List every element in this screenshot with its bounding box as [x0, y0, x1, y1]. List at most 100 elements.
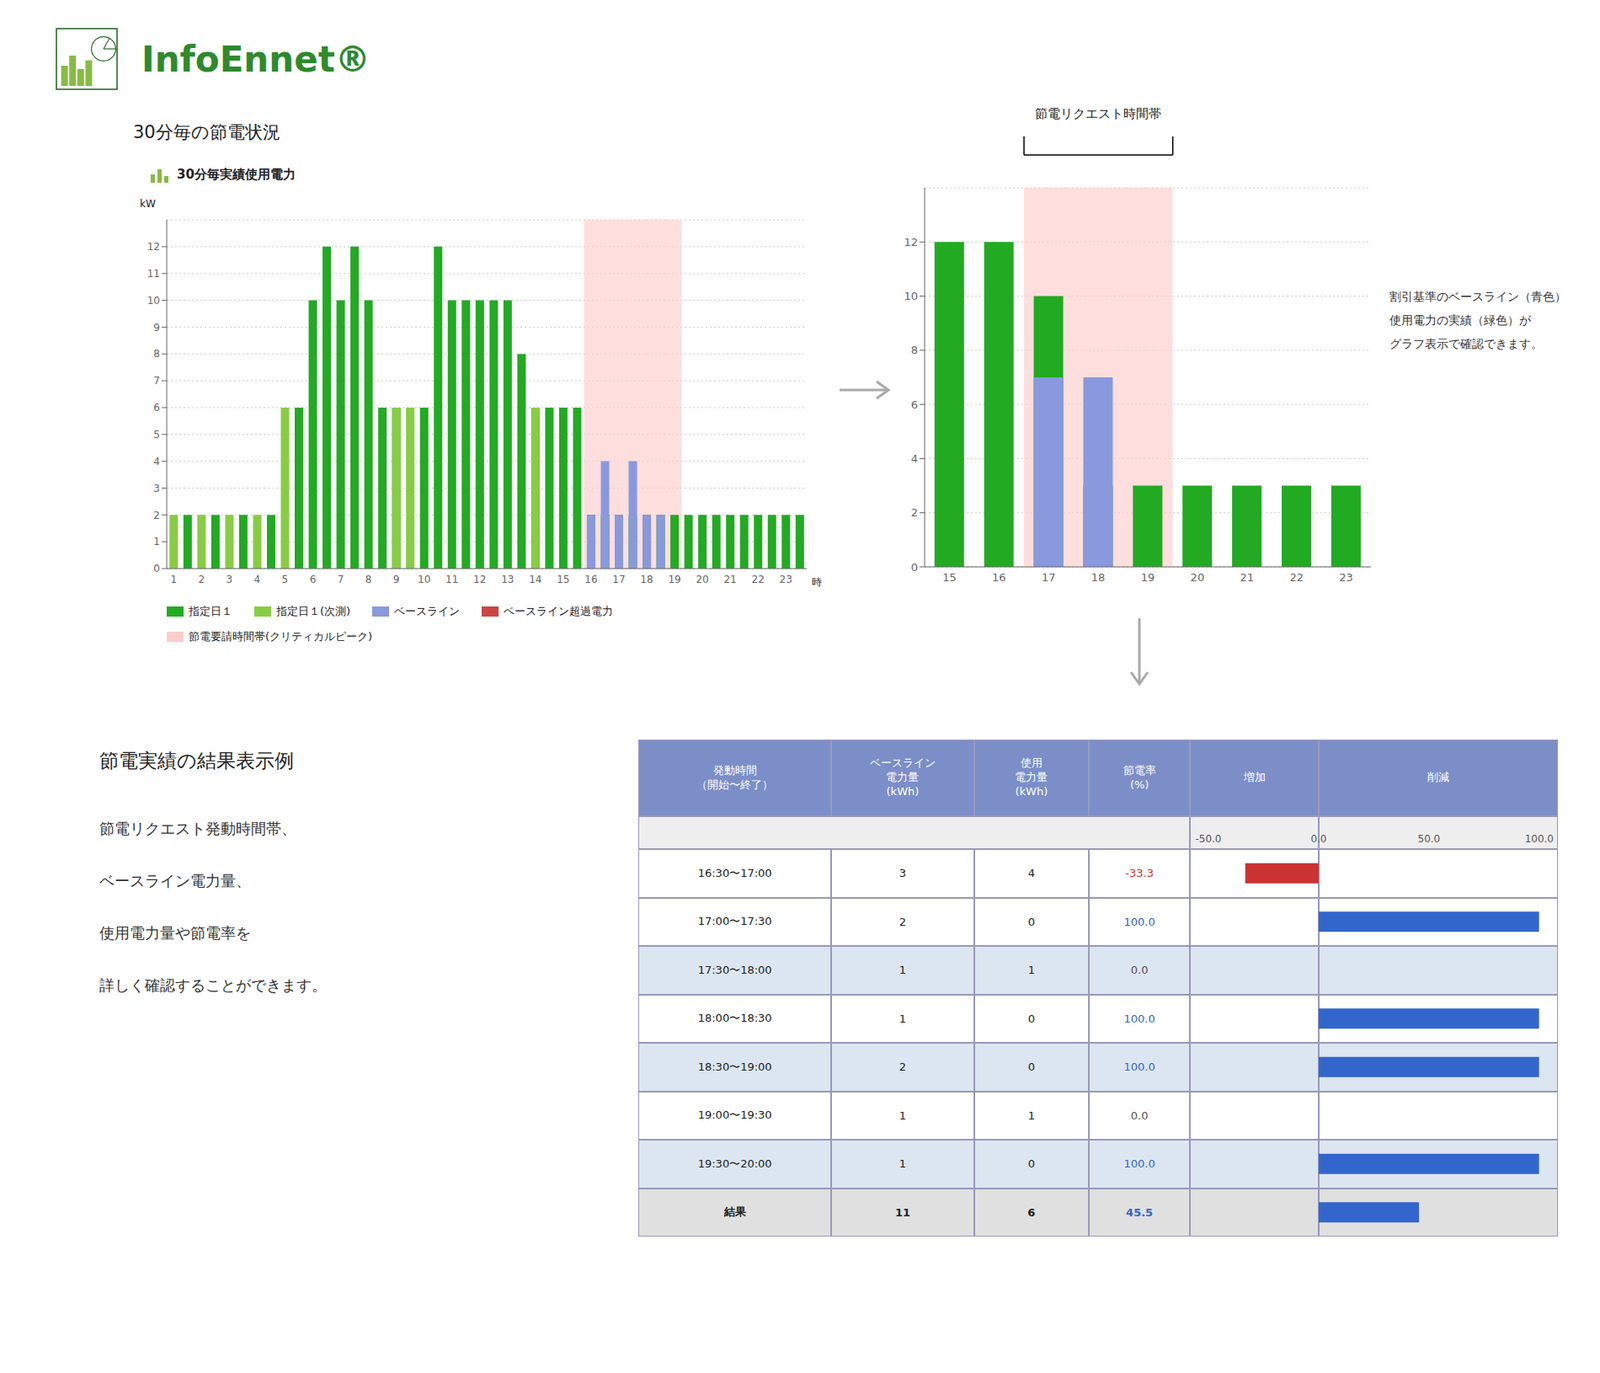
svg-text:2: 2	[197, 573, 205, 586]
svg-text:15: 15	[556, 573, 570, 586]
svg-text:12: 12	[473, 573, 486, 586]
html-text:節電率 (%): 節電率 (%)	[1123, 763, 1156, 791]
svg-text:1: 1	[170, 573, 177, 586]
svg-text:7: 7	[153, 374, 160, 387]
svg-text:21: 21	[1240, 570, 1255, 584]
svg-text:16: 16	[584, 573, 598, 586]
html-text:結果: 結果	[723, 1205, 746, 1218]
html-text:削減: 削減	[1427, 770, 1450, 784]
svg-text:7: 7	[337, 573, 345, 586]
html-text:InfoEnnet®: InfoEnnet®	[141, 38, 371, 80]
svg-text:11: 11	[147, 267, 160, 280]
svg-text:50.0: 50.0	[1418, 832, 1441, 845]
svg-text:4: 4	[153, 455, 160, 468]
svg-text:22: 22	[1289, 570, 1304, 584]
html-text:19:00〜19:30: 19:00〜19:30	[697, 1108, 772, 1122]
html-text:ベースライン超過電力: ベースライン超過電力	[503, 604, 614, 618]
html-text:ベースライン: ベースライン	[394, 604, 460, 618]
svg-text:10: 10	[417, 573, 431, 586]
svg-text:1: 1	[153, 535, 160, 548]
svg-text:17: 17	[612, 573, 625, 586]
svg-text:6: 6	[309, 573, 317, 586]
html-text:指定日１: 指定日１	[188, 604, 233, 618]
svg-text:0: 0	[153, 562, 160, 575]
svg-text:4: 4	[911, 452, 918, 465]
svg-text:12: 12	[147, 240, 160, 253]
svg-text:5: 5	[282, 573, 289, 586]
svg-text:18: 18	[640, 573, 653, 586]
html-text:100.0: 100.0	[1123, 1060, 1156, 1074]
svg-text:17: 17	[1041, 570, 1056, 584]
html-text:17:30〜18:00: 17:30〜18:00	[697, 963, 772, 976]
html-text:節電リクエスト時間帯: 節電リクエスト時間帯	[1035, 106, 1162, 122]
html-text:18:00〜18:30: 18:00〜18:30	[697, 1011, 772, 1025]
svg-text:19: 19	[667, 573, 681, 586]
html-text:1: 1	[1027, 963, 1035, 977]
svg-text:10: 10	[903, 289, 918, 303]
svg-text:8: 8	[911, 343, 918, 357]
html-text:増加: 増加	[1243, 770, 1266, 784]
html-text:指定日１(次測): 指定日１(次測)	[276, 604, 351, 618]
svg-text:20: 20	[1190, 570, 1206, 584]
svg-text:23: 23	[1338, 570, 1354, 584]
html-text:時: 時	[811, 576, 822, 588]
svg-text:0.0: 0.0	[1311, 832, 1328, 845]
html-text:4: 4	[1027, 866, 1035, 880]
svg-text:6: 6	[911, 398, 918, 411]
html-text:2: 2	[899, 915, 907, 928]
html-text:節電リクエスト発動時間帯、 ベースライン電力量、 使用電力量: 節電リクエスト発動時間帯、 ベースライン電力量、 使用電力量や節電率を 詳しく確…	[99, 819, 327, 994]
html-text:17:00〜17:30: 17:00〜17:30	[697, 914, 772, 928]
html-text:19:30〜20:00: 19:30〜20:00	[697, 1156, 772, 1170]
html-text:使用 電力量 (kWh): 使用 電力量 (kWh)	[1014, 756, 1048, 798]
svg-text:16: 16	[992, 570, 1007, 584]
svg-text:12: 12	[903, 235, 918, 249]
svg-text:20: 20	[695, 573, 709, 586]
svg-text:21: 21	[723, 573, 736, 586]
svg-text:2: 2	[911, 506, 918, 519]
html-text:1: 1	[899, 963, 907, 977]
html-text:3: 3	[899, 866, 907, 880]
html-text:100.0: 100.0	[1123, 1012, 1156, 1025]
svg-text:18: 18	[1091, 570, 1106, 584]
svg-text:0: 0	[911, 560, 918, 574]
svg-text:11: 11	[445, 573, 459, 586]
svg-text:2: 2	[153, 509, 160, 522]
html-text:発動時間 （開始〜終了）: 発動時間 （開始〜終了）	[696, 763, 774, 791]
svg-text:3: 3	[226, 573, 234, 586]
svg-text:9: 9	[153, 321, 160, 334]
svg-text:13: 13	[501, 573, 514, 586]
svg-text:-50.0: -50.0	[1195, 832, 1222, 845]
html-text:0.0: 0.0	[1130, 963, 1149, 977]
svg-text:9: 9	[393, 573, 400, 586]
html-text:18:30〜19:00: 18:30〜19:00	[697, 1060, 772, 1073]
html-text:-33.3: -33.3	[1125, 866, 1154, 880]
html-text:割引基準のベースライン（青色） 使用電力の実績（緑色）が グ: 割引基準のベースライン（青色） 使用電力の実績（緑色）が グラフ表示で確認できま…	[1389, 289, 1567, 351]
svg-text:3: 3	[153, 482, 160, 495]
html-text:節電実績の結果表示例: 節電実績の結果表示例	[99, 749, 294, 772]
svg-text:8: 8	[365, 573, 373, 586]
svg-text:4: 4	[254, 573, 262, 586]
svg-text:6: 6	[153, 401, 160, 414]
html-text:16:30〜17:00: 16:30〜17:00	[697, 866, 772, 879]
html-text:100.0: 100.0	[1123, 1157, 1156, 1170]
html-text:ベースライン 電力量 (kWh): ベースライン 電力量 (kWh)	[869, 756, 936, 798]
html-text:30分毎実績使用電力: 30分毎実績使用電力	[176, 166, 296, 182]
html-text:kW: kW	[139, 197, 156, 210]
svg-text:8: 8	[153, 347, 160, 360]
svg-text:100.0: 100.0	[1525, 832, 1554, 845]
html-text:11: 11	[895, 1205, 911, 1219]
svg-text:5: 5	[153, 428, 160, 441]
html-text:節電要請時間帯(クリティカルピーク): 節電要請時間帯(クリティカルピーク)	[188, 629, 373, 643]
svg-text:22: 22	[752, 573, 765, 586]
html-text:0.0: 0.0	[1130, 1108, 1149, 1122]
html-text:30分毎の節電状況: 30分毎の節電状況	[133, 122, 281, 143]
svg-text:15: 15	[942, 570, 957, 584]
html-text:100.0: 100.0	[1123, 915, 1156, 928]
svg-text:14: 14	[528, 573, 542, 586]
html-text:45.5: 45.5	[1125, 1205, 1154, 1219]
html-text:6: 6	[1027, 1205, 1036, 1219]
svg-text:23: 23	[779, 573, 793, 586]
svg-text:19: 19	[1141, 570, 1156, 584]
html-text:0: 0	[1027, 915, 1035, 928]
svg-text:10: 10	[147, 294, 160, 307]
